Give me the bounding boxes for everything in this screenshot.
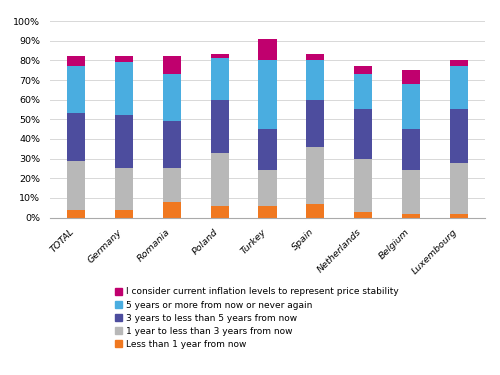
- Bar: [450, 110, 468, 162]
- Bar: [67, 113, 86, 160]
- Bar: [306, 60, 324, 100]
- Bar: [258, 170, 276, 206]
- Bar: [67, 160, 86, 210]
- Bar: [450, 214, 468, 217]
- Bar: [67, 56, 86, 66]
- Bar: [210, 206, 229, 218]
- Bar: [306, 147, 324, 204]
- Bar: [306, 100, 324, 147]
- Bar: [115, 56, 133, 62]
- Bar: [67, 66, 86, 113]
- Bar: [306, 204, 324, 218]
- Bar: [354, 74, 372, 110]
- Bar: [163, 74, 181, 121]
- Bar: [258, 129, 276, 170]
- Bar: [450, 60, 468, 66]
- Bar: [402, 214, 420, 217]
- Bar: [115, 62, 133, 116]
- Bar: [306, 54, 324, 60]
- Bar: [115, 116, 133, 168]
- Bar: [450, 162, 468, 214]
- Bar: [402, 170, 420, 214]
- Bar: [67, 210, 86, 218]
- Bar: [163, 168, 181, 202]
- Bar: [115, 168, 133, 210]
- Bar: [354, 211, 372, 217]
- Bar: [402, 70, 420, 84]
- Bar: [258, 39, 276, 60]
- Bar: [210, 153, 229, 206]
- Bar: [402, 84, 420, 129]
- Bar: [354, 159, 372, 212]
- Bar: [163, 121, 181, 168]
- Bar: [450, 66, 468, 110]
- Bar: [402, 129, 420, 170]
- Legend: I consider current inflation levels to represent price stability, 5 years or mor: I consider current inflation levels to r…: [111, 284, 403, 352]
- Bar: [210, 100, 229, 153]
- Bar: [354, 110, 372, 159]
- Bar: [258, 60, 276, 129]
- Bar: [258, 206, 276, 218]
- Bar: [163, 56, 181, 74]
- Bar: [115, 210, 133, 218]
- Bar: [210, 54, 229, 58]
- Bar: [354, 66, 372, 74]
- Bar: [163, 202, 181, 217]
- Bar: [210, 58, 229, 100]
